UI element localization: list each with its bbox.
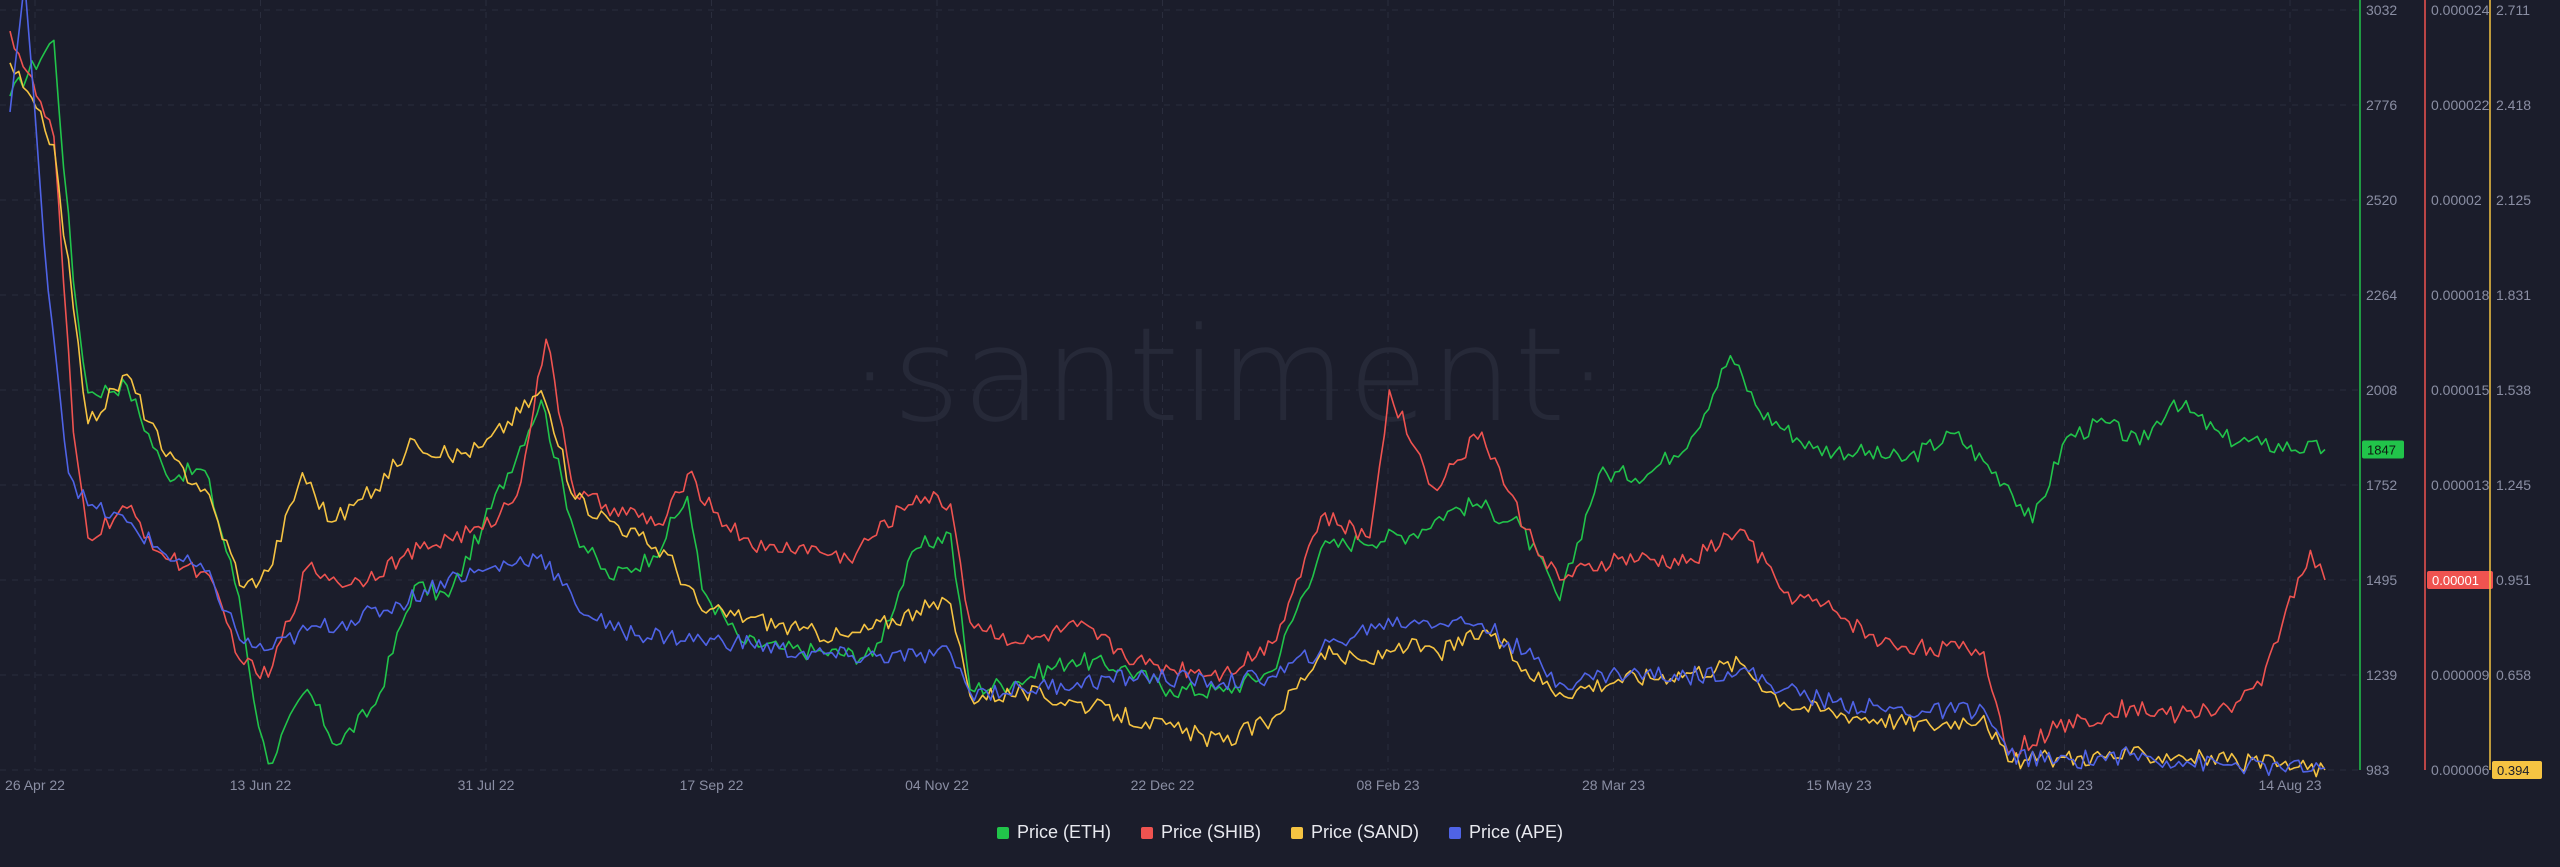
legend-label: Price (SAND)	[1310, 822, 1419, 842]
shib-last-value-text: 0.00001	[2432, 573, 2479, 588]
legend-swatch	[1290, 826, 1303, 839]
shib-axis-tick: 0.000018	[2431, 287, 2490, 303]
eth-last-value-text: 1847	[2367, 443, 2396, 458]
series-line-price-sand	[9, 62, 2326, 778]
x-tick-label: 31 Jul 22	[458, 777, 515, 793]
x-tick-label: 08 Feb 23	[1356, 777, 1419, 793]
x-tick-label: 04 Nov 22	[905, 777, 969, 793]
x-tick-label: 02 Jul 23	[2036, 777, 2093, 793]
sand-axis-tick: 2.125	[2496, 192, 2531, 208]
legend-item[interactable]: Price (ETH)	[996, 822, 1111, 843]
shib-axis-tick: 0.000015	[2431, 382, 2490, 398]
grid	[0, 0, 2360, 771]
eth-axis-tick: 983	[2366, 762, 2390, 778]
eth-axis-tick: 1752	[2366, 477, 2397, 493]
legend-item[interactable]: Price (APE)	[1449, 822, 1563, 843]
shib-last-value-badge	[2427, 571, 2493, 589]
eth-axis-tick: 2520	[2366, 192, 2397, 208]
sand-axis-tick: 0.658	[2496, 667, 2531, 683]
x-tick-label: 17 Sep 22	[680, 777, 744, 793]
shib-axis-tick: 0.00002	[2431, 192, 2482, 208]
x-tick-label: 13 Jun 22	[230, 777, 292, 793]
legend-swatch	[1140, 826, 1153, 839]
series-line-price-ape	[9, 0, 2326, 777]
shib-axis-tick: 0.000009	[2431, 667, 2490, 683]
eth-axis-tick: 3032	[2366, 2, 2397, 18]
legend-item[interactable]: Price (SAND)	[1290, 822, 1419, 843]
sand-axis-tick: 1.245	[2496, 477, 2531, 493]
eth-last-value-badge	[2362, 440, 2404, 459]
series-lines	[9, 0, 2326, 778]
shib-axis-tick: 0.000013	[2431, 477, 2490, 493]
x-tick-label: 26 Apr 22	[5, 777, 65, 793]
legend-label: Price (APE)	[1469, 822, 1564, 842]
series-line-price-eth	[9, 39, 2326, 765]
sand-last-value-text: 0.394	[2497, 763, 2530, 778]
legend-label: Price (SHIB)	[1160, 822, 1261, 842]
eth-axis-tick: 2776	[2366, 97, 2397, 113]
x-tick-label: 14 Aug 23	[2258, 777, 2321, 793]
shib-axis-tick: 0.000006	[2431, 762, 2490, 778]
x-tick-label: 22 Dec 22	[1131, 777, 1195, 793]
eth-axis-tick: 2264	[2366, 287, 2397, 303]
legend-swatch	[1449, 826, 1461, 839]
shib-axis-tick: 0.000022	[2431, 97, 2490, 113]
legend-swatch	[996, 826, 1009, 839]
sand-axis-tick: 2.711	[2496, 2, 2530, 18]
axes: 26 Apr 22 13 Jun 22 31 Jul 22 17 Sep 22 04 N…	[5, 0, 2542, 793]
sand-last-value-badge	[2492, 761, 2542, 779]
sand-axis-tick: 0.951	[2496, 572, 2531, 588]
x-tick-label: 15 May 23	[1806, 777, 1872, 793]
sand-axis-tick: 2.418	[2496, 97, 2531, 113]
watermark: ·santiment·	[849, 299, 1611, 451]
sand-axis-tick: 1.831	[2496, 287, 2531, 303]
eth-axis-tick: 1239	[2366, 667, 2397, 683]
legend-item[interactable]: Price (SHIB)	[1140, 822, 1261, 843]
x-tick-label: 28 Mar 23	[1582, 777, 1645, 793]
legend-label: Price (ETH)	[1016, 822, 1111, 842]
eth-axis-tick: 1495	[2366, 572, 2397, 588]
sand-axis-tick: 1.538	[2496, 382, 2531, 398]
shib-axis-tick: 0.000024	[2431, 2, 2490, 18]
legend: Price (ETH) Price (SHIB) Price (SAND) Price…	[0, 822, 2560, 843]
eth-axis-tick: 2008	[2366, 382, 2397, 398]
